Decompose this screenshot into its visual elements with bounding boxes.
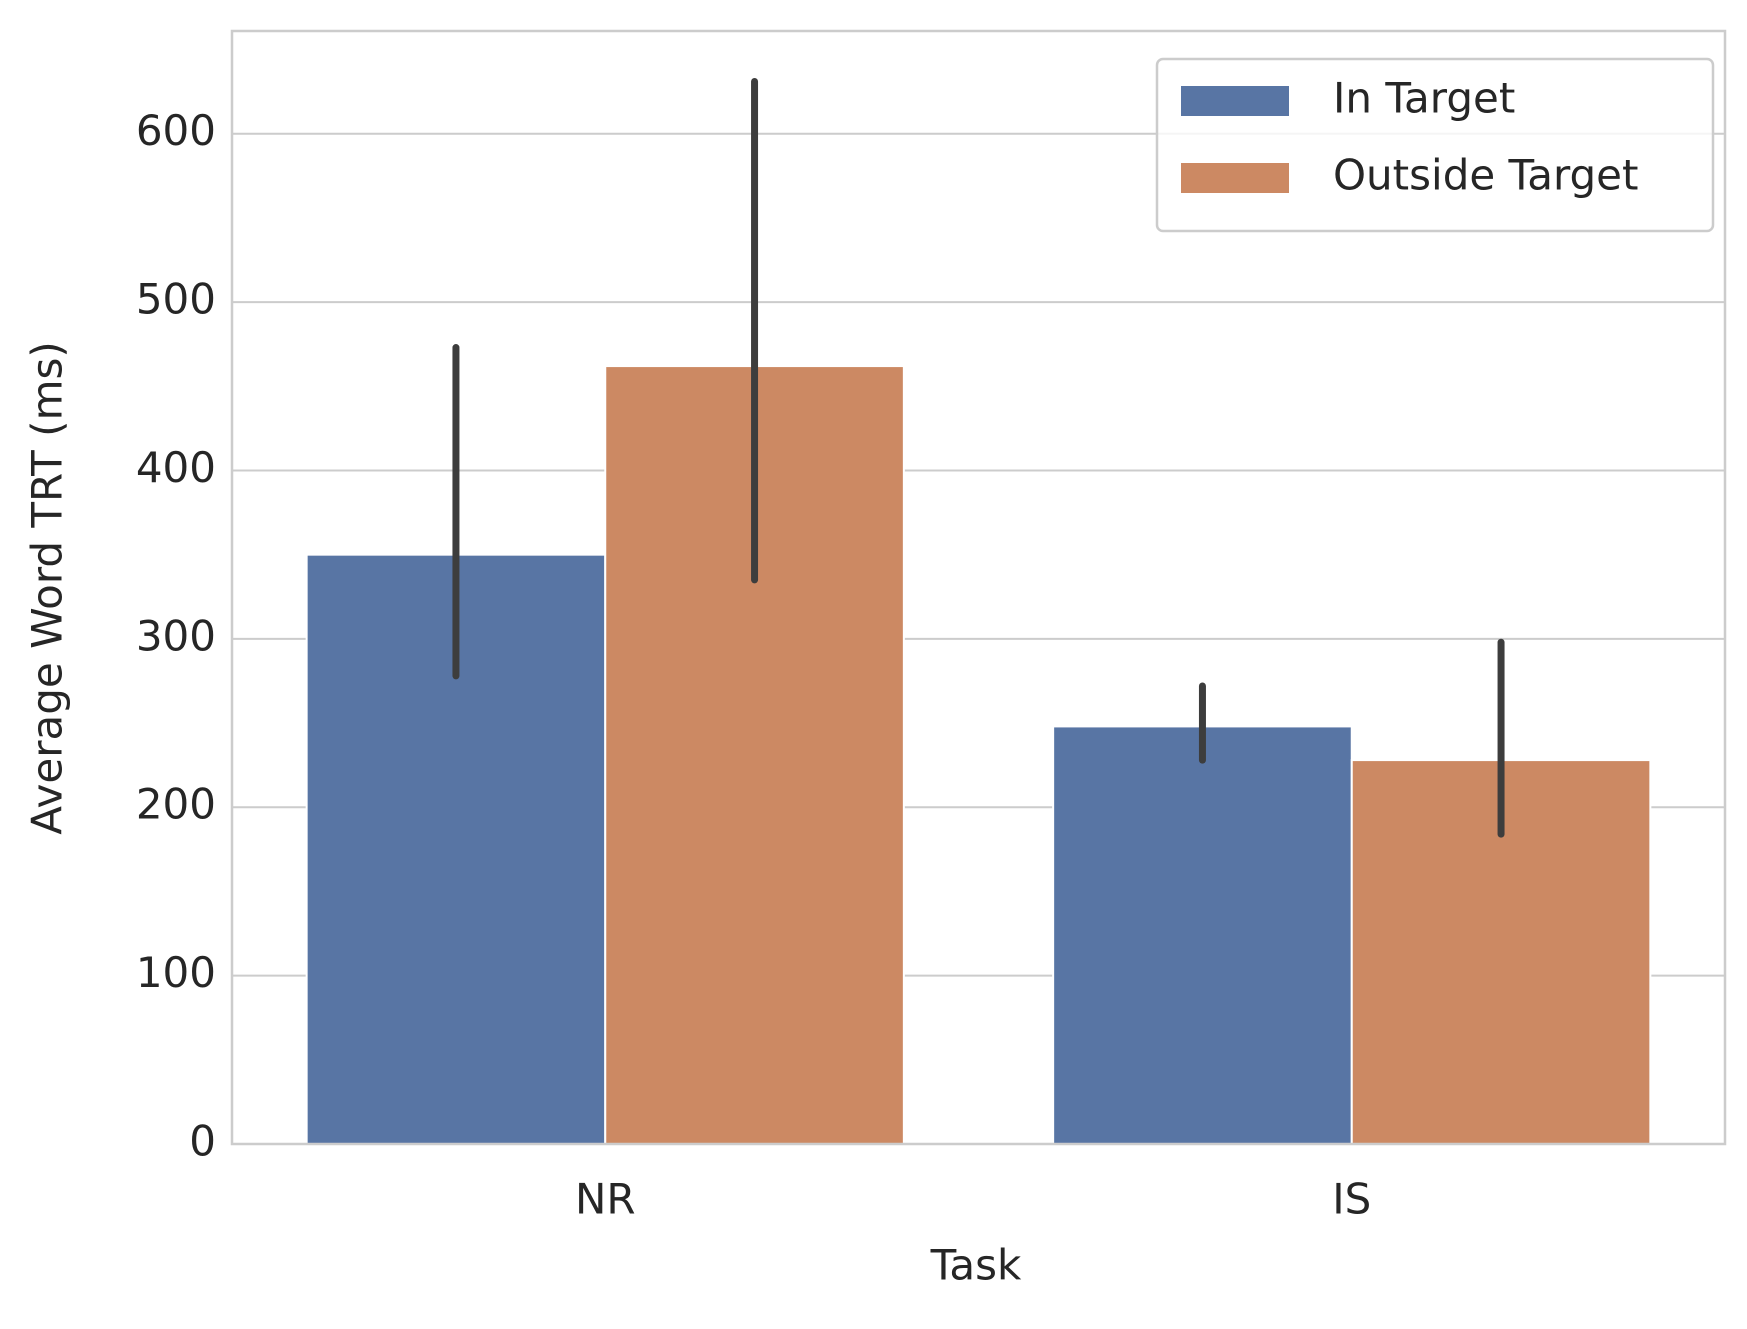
- x-axis-label: Task: [930, 1241, 1022, 1290]
- x-tick-label: IS: [1332, 1175, 1371, 1224]
- y-tick-label: 100: [136, 948, 216, 997]
- legend: In Target Outside Target: [1155, 57, 1715, 233]
- legend-swatch: [1181, 163, 1289, 193]
- y-tick-label: 200: [136, 780, 216, 829]
- y-tick-label: 500: [136, 275, 216, 324]
- bar: [1052, 725, 1353, 1146]
- legend-swatch: [1181, 86, 1289, 116]
- legend-label: In Target: [1333, 74, 1515, 123]
- x-tick-label: NR: [575, 1175, 636, 1224]
- y-axis-label: Average Word TRT (ms): [23, 341, 72, 834]
- y-tick-label: 400: [136, 443, 216, 492]
- y-tick-label: 0: [189, 1117, 216, 1166]
- y-tick-label: 300: [136, 611, 216, 660]
- legend-label: Outside Target: [1333, 151, 1638, 200]
- legend-frame: [1155, 57, 1715, 233]
- plot-frame: [230, 29, 1727, 1146]
- y-tick-label: 600: [136, 106, 216, 155]
